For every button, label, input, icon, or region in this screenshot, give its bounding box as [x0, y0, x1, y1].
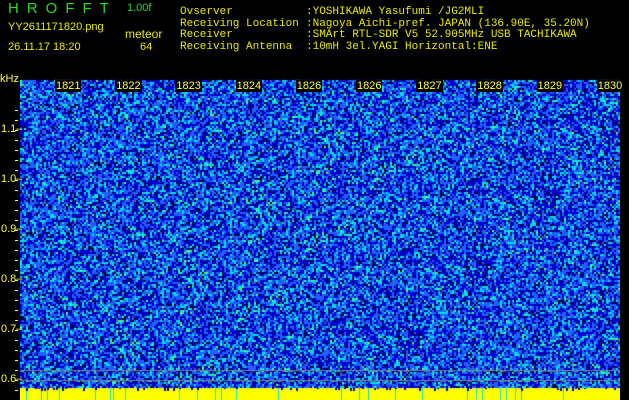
y-tick-label: 1.1–	[1, 123, 23, 135]
y-minor-tick	[15, 130, 18, 131]
info-label: Receiving Location	[180, 17, 299, 30]
y-minor-tick	[15, 230, 18, 231]
y-minor-tick	[15, 380, 18, 381]
y-minor-tick	[15, 200, 18, 201]
x-tick-label: 1827	[416, 80, 443, 92]
datetime: 26.11.17 18:20	[8, 41, 81, 53]
y-minor-tick	[15, 360, 18, 361]
info-value: :Nagoya Aichi-pref. JAPAN (136.90E, 35.2…	[306, 17, 590, 30]
x-tick-label: 1822	[115, 80, 142, 92]
x-tick-label: 1829	[536, 80, 564, 92]
y-minor-tick	[15, 280, 18, 281]
y-minor-tick	[15, 350, 18, 351]
y-minor-tick	[15, 250, 18, 251]
spectrogram	[20, 78, 620, 400]
app-title: HROFFT	[8, 0, 117, 17]
y-minor-tick	[15, 190, 18, 191]
y-minor-tick	[15, 120, 18, 121]
info-label: Receiver	[180, 29, 233, 41]
y-tick-label: 1.0–	[1, 173, 23, 185]
y-minor-tick	[15, 240, 18, 241]
info-block: Ovserver :YOSHIKAWA Yasufumi /JG2MLI Rece…	[180, 6, 590, 54]
info-row: Ovserver :YOSHIKAWA Yasufumi /JG2MLI	[180, 6, 590, 19]
x-tick-label: 1826	[295, 80, 323, 92]
y-minor-tick	[15, 170, 18, 171]
info-row: Receiving Antenna :10mH 3el.YAGI Horizont…	[180, 40, 590, 54]
filename: YY2611171820.png	[8, 21, 104, 33]
y-minor-tick	[15, 310, 18, 311]
info-row: Receiving Location :Nagoya Aichi-pref. JA…	[180, 17, 590, 31]
y-minor-tick	[15, 180, 18, 181]
y-minor-tick	[15, 160, 18, 161]
y-minor-tick	[15, 210, 18, 211]
info-label: Ovserver	[180, 6, 233, 18]
y-minor-tick	[15, 330, 18, 331]
info-value: :YOSHIKAWA Yasufumi /JG2MLI	[306, 6, 485, 18]
x-tick-label: 1830	[596, 80, 624, 92]
info-value: :SMArt RTL-SDR V5 52.905MHz USB TACHIKAW…	[306, 29, 577, 41]
y-minor-tick	[15, 260, 18, 261]
y-minor-tick	[15, 370, 18, 371]
y-minor-tick	[15, 220, 18, 221]
y-minor-tick	[15, 340, 18, 341]
y-minor-tick	[15, 270, 18, 271]
y-minor-tick	[15, 320, 18, 321]
y-minor-tick	[15, 140, 18, 141]
y-minor-tick	[15, 300, 18, 301]
y-tick-label: 0.9–	[1, 223, 23, 235]
y-axis-label: kHz	[0, 73, 19, 85]
x-tick-label: 1821	[55, 80, 82, 92]
y-tick-label: 0.8–	[1, 273, 23, 285]
version: 1.00f	[127, 2, 152, 14]
mode-label: meteor	[125, 27, 163, 41]
x-tick-label: 1823	[175, 80, 202, 92]
info-label: Receiving Antenna	[180, 40, 293, 53]
info-value: :10mH 3el.YAGI Horizontal:ENE	[306, 40, 498, 53]
y-tick-label: 0.6–	[1, 373, 23, 385]
y-minor-tick	[15, 110, 18, 111]
x-tick-label: 1826	[356, 80, 383, 92]
x-tick-label: 1824	[235, 80, 263, 92]
y-tick-label: 0.7–	[1, 323, 23, 335]
info-row: Receiver :SMArt RTL-SDR V5 52.905MHz USB …	[180, 29, 590, 42]
x-tick-label: 1828	[476, 80, 503, 92]
count: 64	[140, 41, 153, 53]
y-minor-tick	[15, 390, 18, 391]
y-minor-tick	[15, 150, 18, 151]
y-minor-tick	[15, 290, 18, 291]
